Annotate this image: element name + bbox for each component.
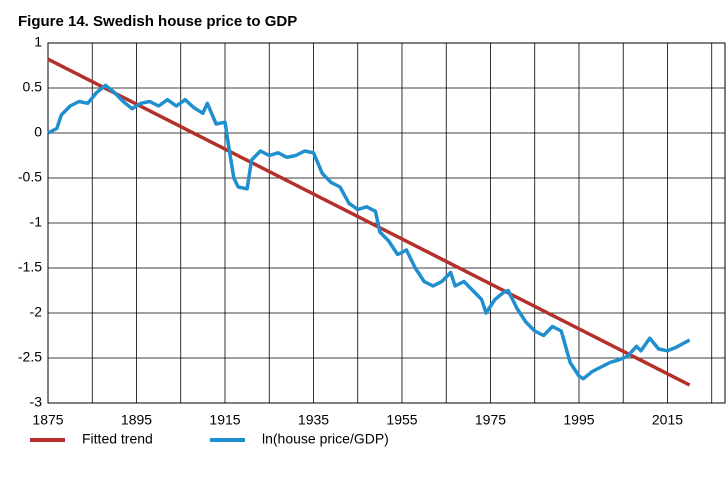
y-tick-label: -2.5 [18, 349, 42, 365]
line-series [47, 57, 691, 387]
y-tick-label: 0 [34, 124, 42, 140]
line-series [47, 83, 691, 381]
x-tick-label: 1875 [32, 412, 63, 428]
y-tick-label: -2 [30, 304, 43, 320]
x-tick-label: 1975 [475, 412, 506, 428]
y-tick-label: -3 [30, 394, 43, 410]
legend-label: Fitted trend [82, 431, 153, 447]
x-tick-label: 1895 [121, 412, 152, 428]
x-tick-label: 2015 [652, 412, 683, 428]
y-tick-label: 1 [34, 34, 42, 50]
y-tick-label: -1.5 [18, 259, 42, 275]
y-tick-label: -0.5 [18, 169, 42, 185]
x-tick-label: 1915 [209, 412, 240, 428]
y-tick-label: 0.5 [23, 79, 43, 95]
y-tick-label: -1 [30, 214, 43, 230]
x-tick-label: 1995 [563, 412, 594, 428]
plot-border [47, 42, 726, 404]
x-tick-label: 1955 [386, 412, 417, 428]
x-tick-label: 1935 [298, 412, 329, 428]
chart-title: Figure 14. Swedish house price to GDP [18, 13, 297, 30]
legend-label: ln(house price/GDP) [262, 431, 389, 447]
